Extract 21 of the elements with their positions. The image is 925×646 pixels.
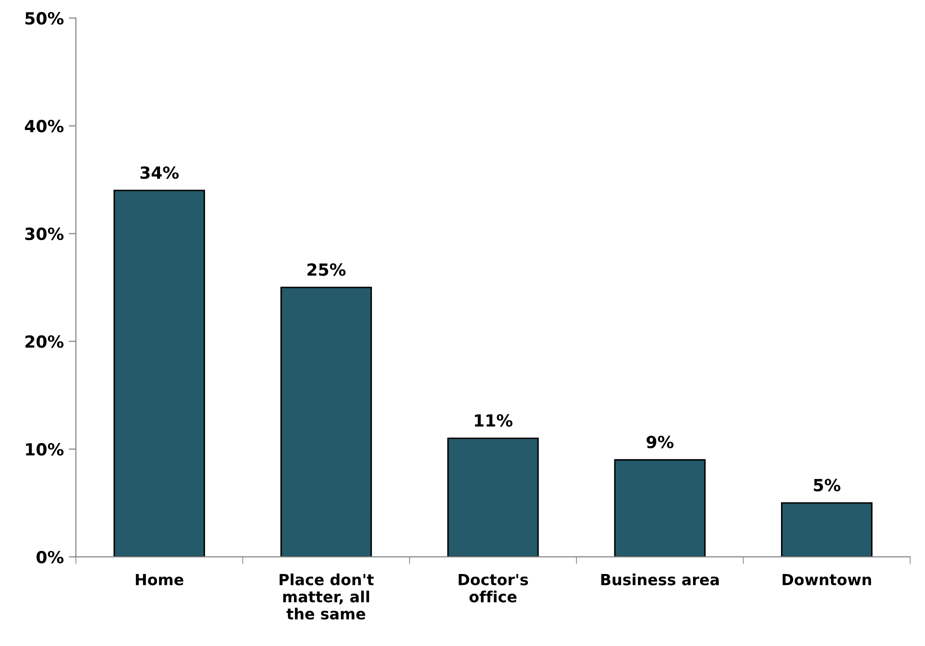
bar [280, 286, 372, 557]
bar [114, 190, 206, 557]
data-label: 11% [474, 414, 512, 427]
y-tick-label: 30% [25, 228, 64, 240]
bar [447, 438, 539, 557]
y-tick-label: 20% [25, 335, 64, 348]
bar [781, 502, 873, 557]
y-tick-label: 0% [36, 550, 64, 564]
y-tick-label: 10% [26, 443, 64, 456]
bar [614, 459, 706, 557]
data-label: 34% [140, 166, 179, 179]
data-label: 9% [646, 436, 674, 448]
data-label: 5% [814, 478, 840, 492]
x-tick-label: Doctor's office [458, 574, 528, 602]
y-tick-label: 40% [24, 120, 64, 132]
x-tick-label: Business area [601, 574, 719, 586]
x-tick-label: Home [136, 574, 184, 586]
x-tick-label: Place don't matter, all the same [280, 574, 374, 620]
y-tick-label: 50% [25, 12, 64, 25]
data-label: 25% [308, 263, 346, 276]
x-tick-label: Downtown [782, 574, 872, 586]
